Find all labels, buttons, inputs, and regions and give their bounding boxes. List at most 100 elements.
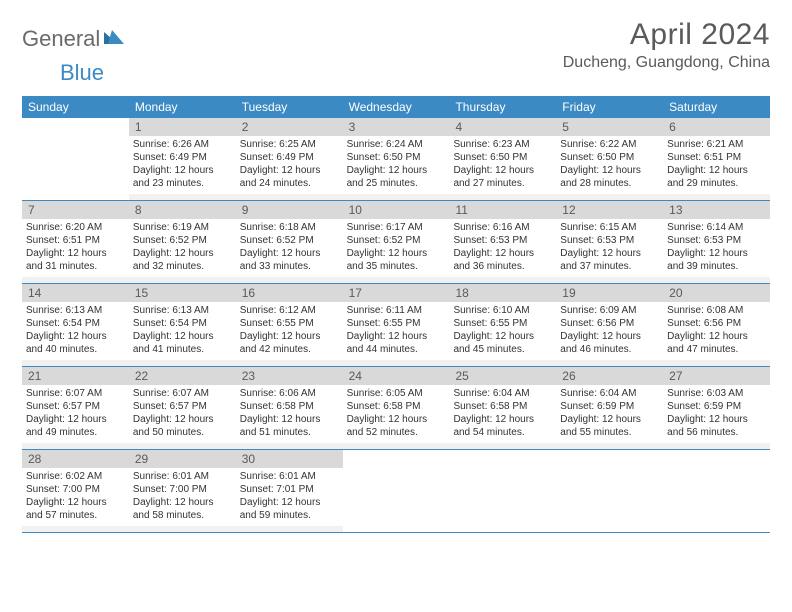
day-body: Sunrise: 6:11 AMSunset: 6:55 PMDaylight:…	[343, 302, 450, 360]
day-number: 28	[22, 450, 129, 468]
daylight-text: Daylight: 12 hours and 28 minutes.	[560, 164, 659, 190]
sunrise-text: Sunrise: 6:07 AM	[133, 387, 232, 400]
day-number: 15	[129, 284, 236, 302]
daylight-text: Daylight: 12 hours and 45 minutes.	[453, 330, 552, 356]
day-number: 25	[449, 367, 556, 385]
day-body: Sunrise: 6:05 AMSunset: 6:58 PMDaylight:…	[343, 385, 450, 443]
sunset-text: Sunset: 6:59 PM	[667, 400, 766, 413]
day-cell: 6Sunrise: 6:21 AMSunset: 6:51 PMDaylight…	[663, 118, 770, 200]
daylight-text: Daylight: 12 hours and 24 minutes.	[240, 164, 339, 190]
sunrise-text: Sunrise: 6:17 AM	[347, 221, 446, 234]
day-number: 10	[343, 201, 450, 219]
day-cell: 11Sunrise: 6:16 AMSunset: 6:53 PMDayligh…	[449, 201, 556, 283]
day-number: 20	[663, 284, 770, 302]
day-number: 26	[556, 367, 663, 385]
daylight-text: Daylight: 12 hours and 27 minutes.	[453, 164, 552, 190]
logo-triangle-icon	[104, 28, 126, 51]
sunrise-text: Sunrise: 6:14 AM	[667, 221, 766, 234]
day-cell	[22, 118, 129, 200]
day-cell: 13Sunrise: 6:14 AMSunset: 6:53 PMDayligh…	[663, 201, 770, 283]
weekday-header: Thursday	[449, 96, 556, 118]
day-body: Sunrise: 6:08 AMSunset: 6:56 PMDaylight:…	[663, 302, 770, 360]
day-body: Sunrise: 6:23 AMSunset: 6:50 PMDaylight:…	[449, 136, 556, 194]
daylight-text: Daylight: 12 hours and 57 minutes.	[26, 496, 125, 522]
sunset-text: Sunset: 6:51 PM	[667, 151, 766, 164]
weekday-header-row: Sunday Monday Tuesday Wednesday Thursday…	[22, 96, 770, 118]
sunrise-text: Sunrise: 6:19 AM	[133, 221, 232, 234]
daylight-text: Daylight: 12 hours and 33 minutes.	[240, 247, 339, 273]
weekday-header: Friday	[556, 96, 663, 118]
sunrise-text: Sunrise: 6:15 AM	[560, 221, 659, 234]
day-cell: 8Sunrise: 6:19 AMSunset: 6:52 PMDaylight…	[129, 201, 236, 283]
sunset-text: Sunset: 6:50 PM	[453, 151, 552, 164]
day-number: 21	[22, 367, 129, 385]
day-body: Sunrise: 6:07 AMSunset: 6:57 PMDaylight:…	[22, 385, 129, 443]
sunrise-text: Sunrise: 6:05 AM	[347, 387, 446, 400]
sunrise-text: Sunrise: 6:18 AM	[240, 221, 339, 234]
sunrise-text: Sunrise: 6:16 AM	[453, 221, 552, 234]
sunrise-text: Sunrise: 6:25 AM	[240, 138, 339, 151]
day-number: 14	[22, 284, 129, 302]
sunrise-text: Sunrise: 6:04 AM	[560, 387, 659, 400]
daylight-text: Daylight: 12 hours and 50 minutes.	[133, 413, 232, 439]
day-body: Sunrise: 6:02 AMSunset: 7:00 PMDaylight:…	[22, 468, 129, 526]
sunset-text: Sunset: 7:00 PM	[133, 483, 232, 496]
sunset-text: Sunset: 6:53 PM	[667, 234, 766, 247]
sunset-text: Sunset: 6:57 PM	[133, 400, 232, 413]
day-number: 4	[449, 118, 556, 136]
daylight-text: Daylight: 12 hours and 55 minutes.	[560, 413, 659, 439]
week-row: 21Sunrise: 6:07 AMSunset: 6:57 PMDayligh…	[22, 367, 770, 450]
day-cell: 23Sunrise: 6:06 AMSunset: 6:58 PMDayligh…	[236, 367, 343, 449]
day-body: Sunrise: 6:03 AMSunset: 6:59 PMDaylight:…	[663, 385, 770, 443]
day-body: Sunrise: 6:12 AMSunset: 6:55 PMDaylight:…	[236, 302, 343, 360]
day-number: 5	[556, 118, 663, 136]
daylight-text: Daylight: 12 hours and 35 minutes.	[347, 247, 446, 273]
sunrise-text: Sunrise: 6:22 AM	[560, 138, 659, 151]
daylight-text: Daylight: 12 hours and 56 minutes.	[667, 413, 766, 439]
day-body: Sunrise: 6:25 AMSunset: 6:49 PMDaylight:…	[236, 136, 343, 194]
day-cell: 19Sunrise: 6:09 AMSunset: 6:56 PMDayligh…	[556, 284, 663, 366]
sunset-text: Sunset: 6:54 PM	[133, 317, 232, 330]
sunset-text: Sunset: 6:57 PM	[26, 400, 125, 413]
sunset-text: Sunset: 7:00 PM	[26, 483, 125, 496]
day-body: Sunrise: 6:17 AMSunset: 6:52 PMDaylight:…	[343, 219, 450, 277]
day-body: Sunrise: 6:13 AMSunset: 6:54 PMDaylight:…	[129, 302, 236, 360]
daylight-text: Daylight: 12 hours and 58 minutes.	[133, 496, 232, 522]
day-cell: 10Sunrise: 6:17 AMSunset: 6:52 PMDayligh…	[343, 201, 450, 283]
day-body: Sunrise: 6:24 AMSunset: 6:50 PMDaylight:…	[343, 136, 450, 194]
day-number: 13	[663, 201, 770, 219]
sunrise-text: Sunrise: 6:10 AM	[453, 304, 552, 317]
day-number: 11	[449, 201, 556, 219]
daylight-text: Daylight: 12 hours and 47 minutes.	[667, 330, 766, 356]
daylight-text: Daylight: 12 hours and 49 minutes.	[26, 413, 125, 439]
logo-text-blue: Blue	[60, 60, 104, 86]
month-title: April 2024	[563, 18, 770, 52]
sunset-text: Sunset: 6:58 PM	[347, 400, 446, 413]
day-cell: 1Sunrise: 6:26 AMSunset: 6:49 PMDaylight…	[129, 118, 236, 200]
sunrise-text: Sunrise: 6:01 AM	[133, 470, 232, 483]
day-cell: 20Sunrise: 6:08 AMSunset: 6:56 PMDayligh…	[663, 284, 770, 366]
sunrise-text: Sunrise: 6:07 AM	[26, 387, 125, 400]
weekday-header: Monday	[129, 96, 236, 118]
sunset-text: Sunset: 6:58 PM	[453, 400, 552, 413]
day-body: Sunrise: 6:04 AMSunset: 6:58 PMDaylight:…	[449, 385, 556, 443]
logo: General	[22, 18, 128, 52]
day-body: Sunrise: 6:26 AMSunset: 6:49 PMDaylight:…	[129, 136, 236, 194]
week-row: 1Sunrise: 6:26 AMSunset: 6:49 PMDaylight…	[22, 118, 770, 201]
sunrise-text: Sunrise: 6:03 AM	[667, 387, 766, 400]
weeks-container: 1Sunrise: 6:26 AMSunset: 6:49 PMDaylight…	[22, 118, 770, 533]
day-number: 12	[556, 201, 663, 219]
day-number: 3	[343, 118, 450, 136]
sunset-text: Sunset: 6:55 PM	[347, 317, 446, 330]
day-cell: 14Sunrise: 6:13 AMSunset: 6:54 PMDayligh…	[22, 284, 129, 366]
day-cell: 29Sunrise: 6:01 AMSunset: 7:00 PMDayligh…	[129, 450, 236, 532]
sunrise-text: Sunrise: 6:13 AM	[133, 304, 232, 317]
sunrise-text: Sunrise: 6:06 AM	[240, 387, 339, 400]
sunrise-text: Sunrise: 6:24 AM	[347, 138, 446, 151]
daylight-text: Daylight: 12 hours and 52 minutes.	[347, 413, 446, 439]
day-body: Sunrise: 6:06 AMSunset: 6:58 PMDaylight:…	[236, 385, 343, 443]
day-cell	[449, 450, 556, 532]
day-number: 17	[343, 284, 450, 302]
sunset-text: Sunset: 6:49 PM	[240, 151, 339, 164]
sunset-text: Sunset: 6:58 PM	[240, 400, 339, 413]
